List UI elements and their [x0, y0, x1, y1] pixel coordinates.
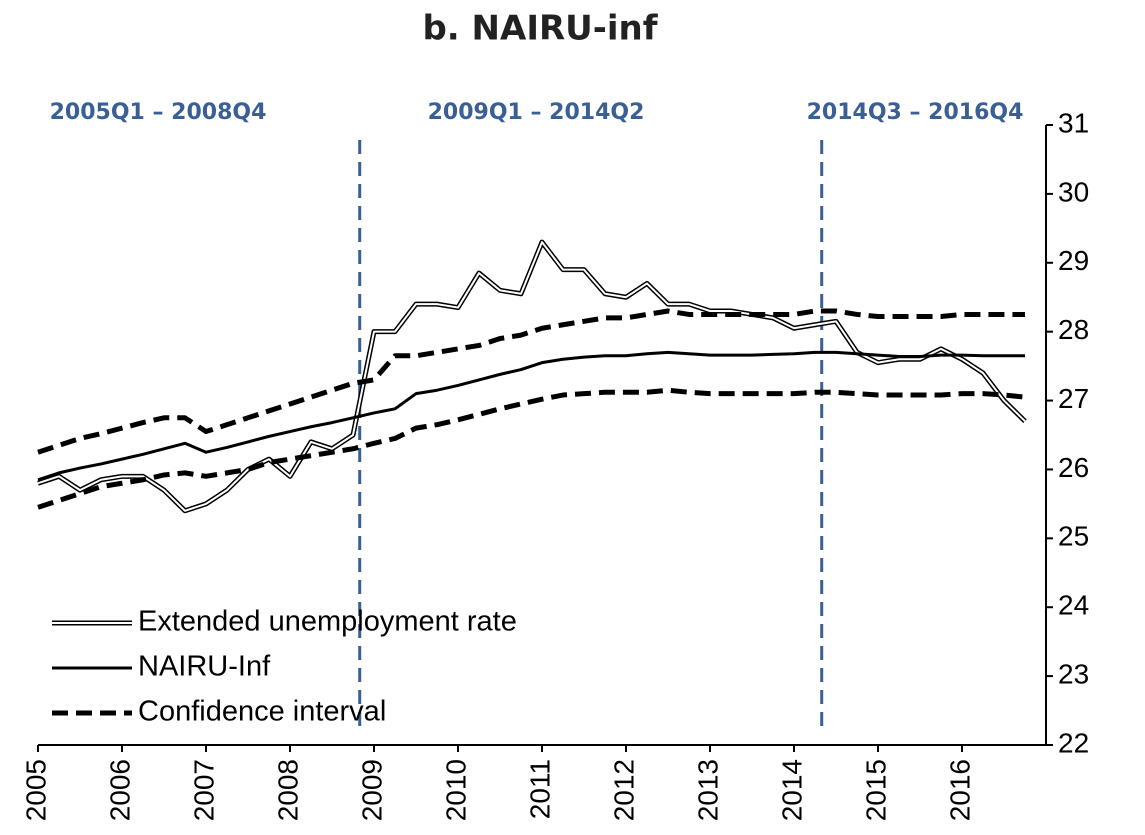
period-label: 2005Q1 – 2008Q4: [50, 100, 267, 125]
x-tick-label: 2006: [104, 759, 135, 821]
series-line: [37, 239, 1027, 514]
x-tick-label: 2011: [524, 759, 555, 819]
legend-label: NAIRU-Inf: [138, 651, 271, 683]
x-tick-label: 2014: [776, 759, 807, 821]
y-tick-label: 29: [1058, 245, 1089, 276]
x-tick-label: 2015: [860, 759, 891, 821]
y-tick-label: 28: [1058, 314, 1089, 345]
x-tick-label: 2009: [356, 759, 387, 821]
y-tick-label: 26: [1058, 452, 1089, 483]
y-tick-label: 25: [1058, 521, 1089, 552]
x-tick-label: 2012: [608, 759, 639, 821]
y-tick-label: 22: [1058, 727, 1089, 758]
y-tick-label: 24: [1058, 590, 1089, 621]
x-tick-label: 2005: [20, 759, 51, 821]
series-line: [37, 308, 1025, 455]
y-tick-label: 31: [1058, 107, 1089, 138]
series-line: [37, 387, 1026, 510]
period-label: 2009Q1 – 2014Q2: [428, 100, 645, 125]
y-tick-label: 27: [1058, 383, 1089, 414]
period-label: 2014Q3 – 2016Q4: [807, 100, 1024, 125]
x-tick-label: 2010: [440, 759, 471, 821]
series-line: [37, 350, 1025, 482]
x-tick-label: 2013: [692, 759, 723, 821]
x-tick-label: 2016: [944, 759, 975, 821]
y-tick-label: 23: [1058, 659, 1089, 690]
chart-title: b. NAIRU-inf: [422, 9, 658, 49]
series-line-inner: [37, 241, 1026, 512]
x-tick-label: 2007: [188, 759, 219, 821]
x-tick-label: 2008: [272, 759, 303, 821]
y-tick-label: 30: [1058, 176, 1089, 207]
legend-label: Confidence interval: [138, 696, 386, 728]
legend-label: Extended unemployment rate: [138, 606, 517, 638]
